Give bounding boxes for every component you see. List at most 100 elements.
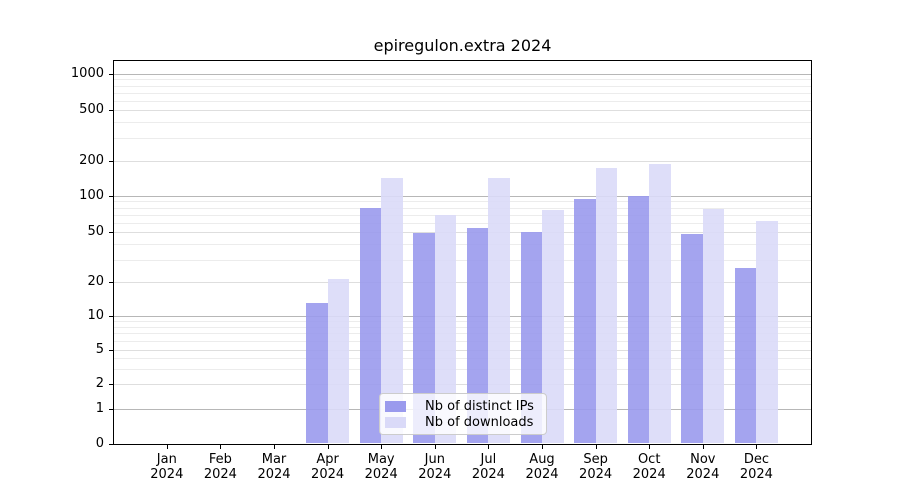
x-tick-label-oct: Oct 2024 bbox=[621, 452, 677, 482]
bar-distinct-ips-jul bbox=[466, 228, 489, 443]
x-tick-nov bbox=[702, 445, 704, 449]
gridline-90 bbox=[114, 201, 811, 203]
x-tick-month: Jan bbox=[156, 452, 177, 467]
x-tick-month: Aug bbox=[529, 452, 555, 467]
x-tick-label-may: May 2024 bbox=[353, 452, 409, 482]
y-tick-label-5: 5 bbox=[95, 342, 104, 357]
x-tick-aug bbox=[542, 445, 543, 449]
gridline-300 bbox=[114, 138, 811, 140]
y-tick-5 bbox=[109, 350, 113, 351]
x-tick-month: Mar bbox=[261, 452, 287, 467]
x-tick-month: Apr bbox=[316, 452, 339, 467]
gridline-6 bbox=[114, 341, 811, 343]
gridline-9 bbox=[114, 321, 811, 323]
bar-downloads-apr bbox=[327, 279, 350, 443]
y-tick-50 bbox=[109, 232, 113, 233]
x-tick-year: 2024 bbox=[686, 467, 720, 482]
x-tick-month: Oct bbox=[637, 452, 661, 467]
gridline-30 bbox=[114, 259, 811, 261]
x-tick-year: 2024 bbox=[203, 467, 237, 482]
chart-title: epiregulon.extra 2024 bbox=[373, 36, 552, 55]
x-tick-year: 2024 bbox=[257, 467, 291, 482]
gridline-3 bbox=[114, 368, 811, 370]
legend-label-distinct-ips: Nb of distinct IPs bbox=[425, 398, 534, 414]
bar-distinct-ips-oct bbox=[627, 196, 650, 443]
y-tick-label-1: 1 bbox=[95, 401, 104, 416]
legend: Nb of distinct IPs Nb of downloads bbox=[379, 393, 547, 435]
x-tick-sep bbox=[595, 445, 597, 449]
gridline-60 bbox=[114, 222, 811, 224]
bar-downloads-dec bbox=[756, 220, 778, 443]
y-tick-label-10: 10 bbox=[87, 308, 104, 323]
y-tick-20 bbox=[109, 282, 113, 283]
x-tick-feb bbox=[220, 445, 222, 449]
x-tick-jul bbox=[488, 445, 490, 449]
gridline-2 bbox=[114, 383, 811, 385]
legend-item-downloads: Nb of downloads bbox=[385, 414, 538, 430]
x-tick-year: 2024 bbox=[471, 467, 505, 482]
x-tick-month: Nov bbox=[690, 452, 716, 467]
gridline-100 bbox=[114, 196, 811, 197]
gridline-200 bbox=[114, 161, 811, 162]
gridline-1000 bbox=[114, 74, 811, 75]
y-tick-label-2: 2 bbox=[95, 375, 104, 391]
x-tick-may bbox=[381, 445, 383, 449]
bar-downloads-jul bbox=[488, 178, 510, 443]
gridline-500 bbox=[114, 110, 811, 111]
gridline-10 bbox=[114, 316, 811, 317]
x-tick-month: Jul bbox=[480, 452, 497, 467]
x-tick-year: 2024 bbox=[364, 467, 398, 482]
x-tick-oct bbox=[649, 445, 651, 449]
y-tick-label-20: 20 bbox=[87, 274, 104, 289]
gridline-80 bbox=[114, 207, 811, 209]
x-tick-apr bbox=[327, 445, 329, 449]
y-tick-label-1000: 1000 bbox=[70, 66, 104, 81]
gridline-50 bbox=[114, 232, 811, 233]
bar-downloads-may bbox=[381, 177, 403, 443]
y-tick-label-200: 200 bbox=[79, 153, 104, 168]
gridline-8 bbox=[114, 326, 811, 328]
bar-downloads-jun bbox=[434, 214, 457, 443]
gridline-40 bbox=[114, 244, 811, 246]
bar-distinct-ips-nov bbox=[681, 234, 703, 443]
x-tick-label-apr: Apr 2024 bbox=[300, 452, 356, 482]
x-tick-month: Feb bbox=[208, 452, 232, 467]
x-tick-year: 2024 bbox=[632, 467, 666, 482]
x-tick-label-mar: Mar 2024 bbox=[246, 452, 302, 482]
y-tick-0 bbox=[109, 443, 113, 445]
x-tick-label-jun: Jun 2024 bbox=[407, 452, 463, 482]
x-tick-year: 2024 bbox=[739, 467, 773, 482]
gridline-600 bbox=[114, 100, 811, 102]
x-tick-year: 2024 bbox=[150, 467, 184, 482]
x-tick-label-nov: Nov 2024 bbox=[675, 452, 731, 482]
bar-distinct-ips-apr bbox=[306, 303, 328, 443]
gridline-70 bbox=[114, 214, 811, 216]
bar-distinct-ips-sep bbox=[574, 199, 596, 443]
x-tick-label-jan: Jan 2024 bbox=[139, 452, 195, 482]
legend-label-downloads: Nb of downloads bbox=[425, 414, 534, 430]
y-tick-1000 bbox=[109, 74, 113, 75]
bar-distinct-ips-aug bbox=[520, 232, 542, 443]
x-tick-jan bbox=[166, 445, 168, 449]
x-tick-month: May bbox=[367, 452, 395, 467]
y-tick-label-100: 100 bbox=[79, 188, 104, 203]
x-tick-label-dec: Dec 2024 bbox=[728, 452, 784, 482]
x-tick-month: Sep bbox=[583, 452, 608, 467]
bar-distinct-ips-dec bbox=[734, 267, 757, 443]
y-tick-label-50: 50 bbox=[87, 224, 104, 239]
x-tick-label-jul: Jul 2024 bbox=[460, 452, 516, 482]
gridline-4 bbox=[114, 358, 811, 360]
x-tick-month: Dec bbox=[743, 452, 769, 467]
y-tick-200 bbox=[109, 161, 113, 162]
legend-swatch-downloads bbox=[385, 416, 406, 428]
gridline-700 bbox=[114, 92, 811, 94]
x-tick-label-feb: Feb 2024 bbox=[192, 452, 248, 482]
x-tick-dec bbox=[756, 445, 758, 449]
bar-distinct-ips-jun bbox=[413, 233, 435, 443]
x-tick-mar bbox=[274, 445, 275, 449]
gridline-800 bbox=[114, 85, 811, 87]
legend-item-distinct-ips: Nb of distinct IPs bbox=[385, 398, 538, 414]
x-tick-year: 2024 bbox=[579, 467, 613, 482]
x-tick-label-aug: Aug 2024 bbox=[514, 452, 570, 482]
